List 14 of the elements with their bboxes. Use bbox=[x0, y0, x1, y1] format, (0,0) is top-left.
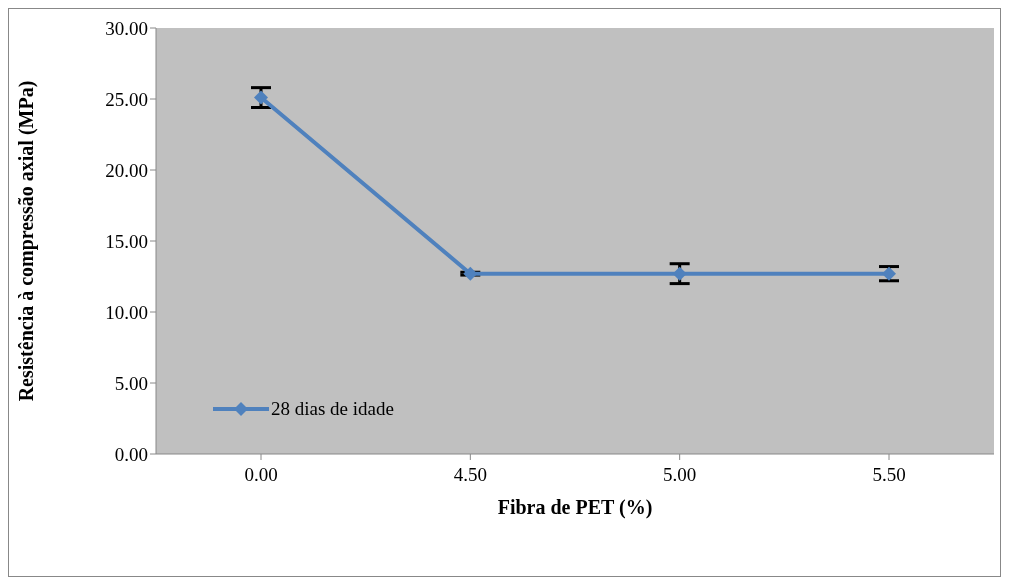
y-tick-label: 0.00 bbox=[114, 443, 148, 465]
x-tick-label: 4.50 bbox=[453, 464, 487, 486]
y-tick-label: 5.00 bbox=[114, 372, 148, 394]
y-tick-label: 10.00 bbox=[105, 301, 148, 323]
x-tick-label: 0.00 bbox=[244, 464, 278, 486]
x-tick-label: 5.50 bbox=[872, 464, 906, 486]
y-tick-label: 20.00 bbox=[105, 159, 148, 181]
y-tick-label: 15.00 bbox=[105, 230, 148, 252]
legend-label: 28 dias de idade bbox=[271, 398, 394, 420]
x-axis-title: Fibra de PET (%) bbox=[497, 496, 653, 519]
x-tick-label: 5.00 bbox=[663, 464, 697, 486]
y-axis-title: Resistência à compressão axial (MPa) bbox=[15, 80, 39, 402]
y-tick-label: 30.00 bbox=[105, 17, 148, 39]
y-tick-label: 25.00 bbox=[105, 88, 148, 110]
